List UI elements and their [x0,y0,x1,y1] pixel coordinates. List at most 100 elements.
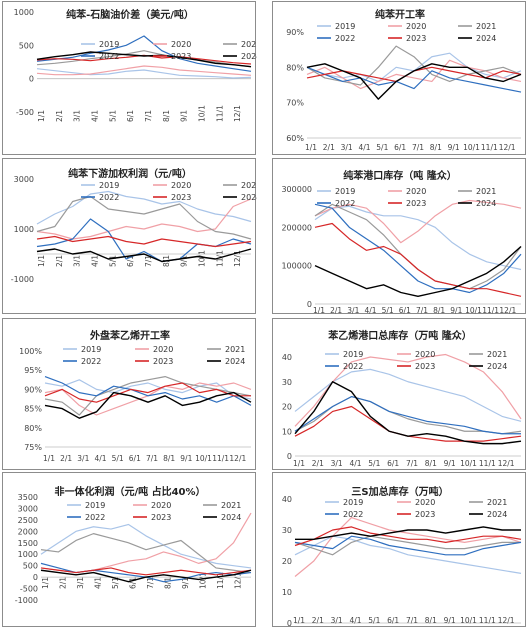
series-line-2022 [306,66,522,93]
series-line-2019 [36,68,252,79]
x-tick-label: 10/1 [199,572,208,589]
x-tick-label: 9/1 [180,454,192,463]
series-line-2024 [36,248,252,263]
x-tick-label: 5/1 [112,454,124,463]
y-tick-label: 3000 [14,175,34,184]
y-tick-label: 2500 [18,516,38,525]
chart-svg-4: 纯苯港口库存（吨 隆众） 300000 200000 100000 01/1 2/1 3/1… [281,169,522,315]
chart-title: 纯苯下游加权利润（元/吨） [68,167,192,180]
legend-label-2021: 2021 [487,350,507,359]
legend-label-2021: 2021 [487,498,507,507]
legend-label-2022: 2022 [81,357,101,366]
x-tick-label: 12/1 [233,105,242,122]
y-tick-label: 20 [282,403,292,412]
legend-label-2020: 2020 [415,350,435,359]
legend-label-2024: 2024 [225,357,245,366]
chart-title: 非一体化利润（元/吨 占比40%） [54,485,205,498]
x-tick-label: 3/1 [73,110,82,122]
legend-label-2019: 2019 [81,345,101,354]
x-tick-label: 1/1 [41,577,50,589]
series-line-2021 [36,50,252,68]
x-tick-label: 7/1 [146,577,155,589]
legend-label-2020: 2020 [415,498,435,507]
x-tick-label: 10/1 [465,306,482,315]
legend-label-2019: 2019 [335,187,355,196]
series-line-2021 [40,533,252,574]
x-tick-label: 8/1 [433,306,445,315]
x-tick-label: 9/1 [444,459,456,468]
x-tick-label: 9/1 [180,255,189,267]
x-tick-label: 1/1 [37,110,46,122]
legend-label-2020: 2020 [151,501,171,510]
x-tick-label: 8/1 [163,454,175,463]
x-tick-label: 9/1 [444,616,456,625]
chart-title: 苯乙烯港口总库存（万吨 隆众） [327,329,471,342]
x-tick-label: 6/1 [399,306,411,315]
x-tick-label: 5/1 [108,110,117,122]
legend-label-2022: 2022 [335,34,355,43]
series-line-2023 [44,382,251,403]
y-tick-label: 500 [23,562,38,571]
chart-svg-6: 苯乙烯港口总库存（万吨 隆众） 40 30 20 10 01/1 2/1 3/1 4/1 5/1 6… [282,329,522,468]
x-tick-label: 11/1 [481,143,498,152]
y-tick-label: 0 [29,75,34,84]
series-line-2024 [44,391,252,419]
series-line-2024 [295,526,521,541]
series-line-2024 [36,51,252,68]
chart-svg-8: 三S加总库存（万吨） 40 30 20 10 0 1/1 2/1 3/1 4/1 5/1 6/1 7/1… [282,485,522,628]
x-tick-label: 9/1 [181,577,190,589]
series-line-2023 [40,567,252,576]
y-tick-label: 2000 [18,527,38,536]
chart-panel-3: 纯苯下游加权利润（元/吨） 3000 1000 -1000 1/1 2/1 3/1 4/1 5/… [2,158,257,314]
x-tick-label: 3/1 [331,459,343,468]
x-tick-label: 4/1 [349,616,361,625]
x-tick-label: 1/1 [37,255,46,267]
x-tick-label: 6/1 [387,616,399,625]
series-line-2019 [294,368,522,422]
x-tick-label: 3/1 [347,306,359,315]
x-tick-label: 7/1 [412,143,424,152]
x-tick-label: 1/1 [293,459,305,468]
x-tick-label: 12/1 [498,616,515,625]
series-line-2022 [294,535,522,556]
legend-label-2022: 2022 [343,510,363,519]
series-line-2023 [36,235,252,248]
x-tick-label: 8/1 [425,616,437,625]
series-line-2024 [306,63,522,100]
series-line-2023 [294,526,522,547]
x-tick-label: 3/1 [341,143,353,152]
series-line-2020 [36,65,252,76]
series-line-2019 [36,190,252,225]
series-line-2021 [36,195,252,240]
legend-label-2019: 2019 [343,350,363,359]
legend-label-2023: 2023 [415,510,435,519]
y-tick-label: 10 [282,427,292,436]
x-tick-label: 3/1 [77,454,89,463]
x-tick-label: 5/1 [368,616,380,625]
x-tick-label: 3/1 [331,616,343,625]
y-tick-label: 100% [19,347,42,356]
y-tick-label: 10 [282,588,292,597]
x-tick-label: 10/1 [198,105,207,122]
x-tick-label: 4/1 [91,255,100,267]
x-tick-label: 4/1 [91,110,100,122]
y-tick-label: 500 [19,41,34,50]
x-tick-label: 2/1 [55,255,64,267]
x-tick-label: 5/1 [376,143,388,152]
series-line-2020 [306,59,522,90]
legend-label-2021: 2021 [241,181,257,190]
x-tick-label: 2/1 [59,577,68,589]
legend-label-2020: 2020 [171,40,191,49]
series-line-2022 [294,395,521,435]
x-tick-label: 8/1 [162,110,171,122]
chart-svg-5: 外盘苯乙烯开工率 100% 95% 90% 85% 80% 75%1/1 2/1 3/1 4/1 5… [19,329,252,463]
y-tick-label: 1000 [14,225,34,234]
chart-svg-7: 非一体化利润（元/吨 占比40%） 3500 3000 2500 2000 1500 100… [15,485,252,605]
y-tick-label: 60% [286,134,304,143]
y-tick-label: 30 [282,378,292,387]
legend-label-2019: 2019 [85,501,105,510]
y-tick-label: 40 [282,495,292,504]
x-tick-label: 12/1 [234,572,243,589]
x-tick-label: 2/1 [323,143,335,152]
